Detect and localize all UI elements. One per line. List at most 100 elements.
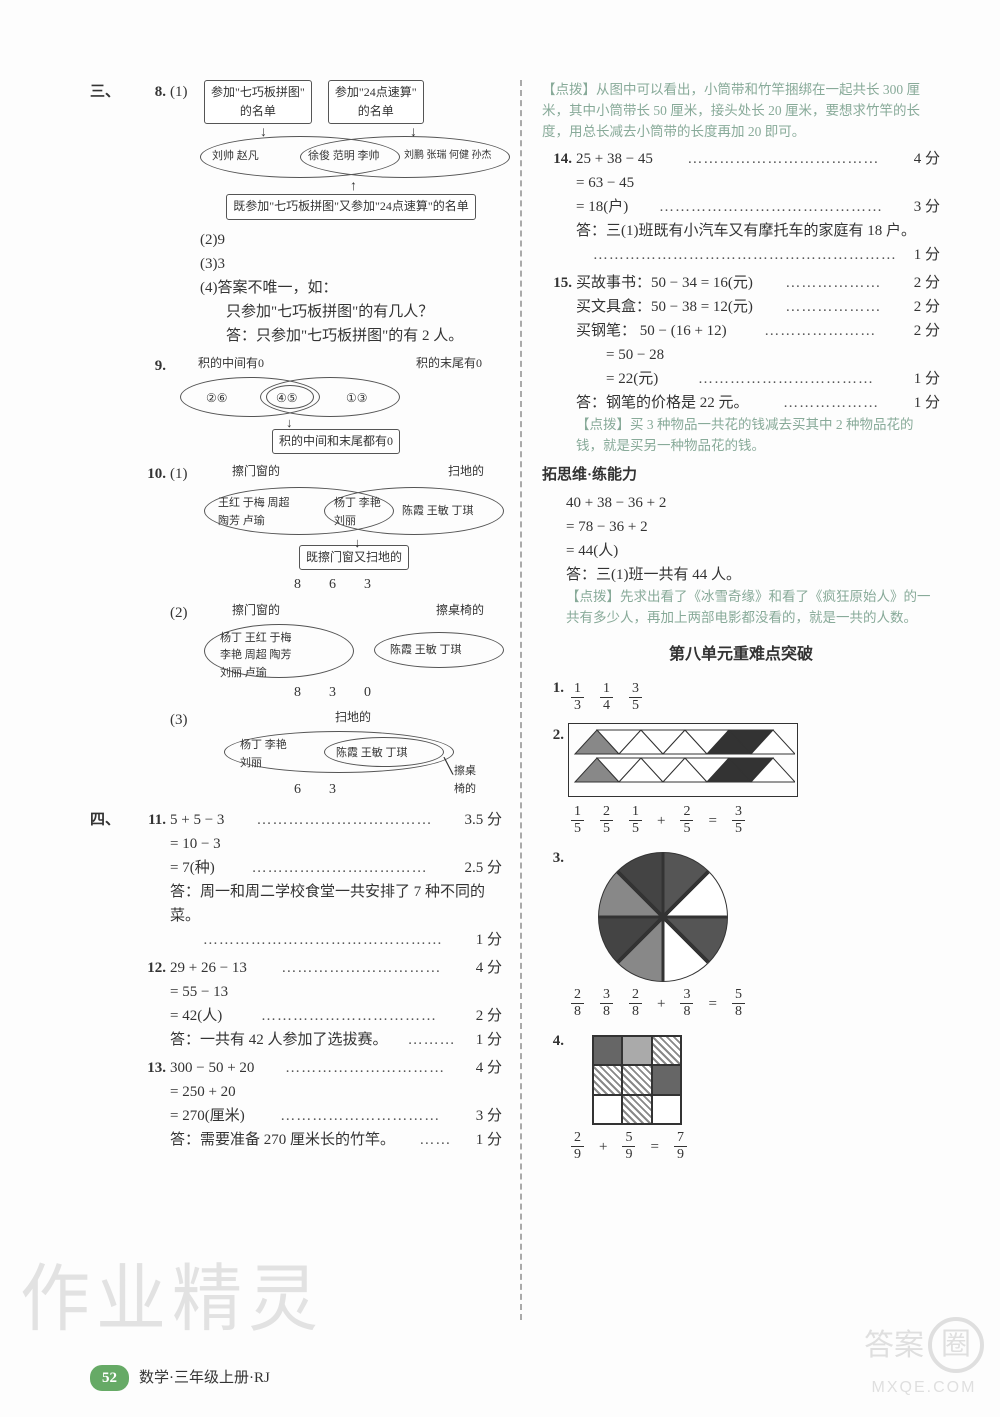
section-4: 四、: [90, 808, 134, 832]
q12-l2: = 55 − 13: [170, 980, 502, 1004]
q12-s1: 4 分: [476, 956, 502, 980]
q15-s6: 1 分: [914, 391, 940, 415]
q8-venn: 刘帅 赵凡 徐俊 范明 李帅 刘鹏 张瑞 何健 孙杰 ↓ ↓ ↑ 既参加"七巧板…: [200, 130, 502, 219]
u8-q1-num: 1.: [542, 676, 564, 700]
q13-l2: = 250 + 20: [170, 1080, 502, 1104]
q12-l1: 29 + 26 − 13: [170, 956, 247, 980]
q14-ans: 答：三(1)班既有小汽车又有摩托车的家庭有 18 户。: [576, 219, 940, 243]
q10-num: 10.: [134, 462, 166, 486]
q11-l2: = 10 − 3: [170, 832, 502, 856]
q10-1-right: 陈霞 王敏 丁琪: [402, 503, 474, 521]
q10-3: (3) 扫地的 杨丁 李艳 刘丽 陈霞 王敏 丁琪 擦桌椅的 ╲ 6 3: [90, 708, 502, 802]
u8-q3: 3. 28 38 28 + 38 = 58: [542, 846, 940, 1025]
q14-s3: 3 分: [914, 195, 940, 219]
q11-l1: 5 + 5 − 3: [170, 808, 224, 832]
page-footer: 52 数学·三年级上册·RJ: [90, 1365, 270, 1391]
watermark-right: 答案 圈 MXQE.COM: [864, 1317, 984, 1401]
ext-title: 拓思维·练能力: [542, 463, 940, 487]
q12-l3: = 42(人): [170, 1004, 222, 1028]
q10-1-left: 王红 于梅 周超 陶芳 卢瑜: [218, 495, 290, 530]
unit8-title: 第八单元重难点突破: [542, 642, 940, 668]
q15-l4: = 50 − 28: [576, 343, 940, 367]
q11-ans: 答：周一和周二学校食堂一共安排了 7 种不同的菜。: [170, 880, 502, 928]
q14-num: 14.: [542, 147, 572, 171]
q10-3-right: 陈霞 王敏 丁琪: [336, 745, 408, 763]
q8-topbox-right: 参加"24点速算" 的名单: [328, 80, 424, 124]
q15-s5: 1 分: [914, 367, 940, 391]
q8-venn-right: 刘鹏 张瑞 何健 孙杰: [404, 148, 492, 164]
triangles-svg: [573, 728, 795, 784]
q13-s1: 4 分: [476, 1056, 502, 1080]
q15-ans: 答：钢笔的价格是 22 元。: [576, 391, 749, 415]
q11-l3: = 7(种): [170, 856, 215, 880]
q12-s3: 2 分: [476, 1004, 502, 1028]
q15-l5: = 22(元): [576, 367, 658, 391]
q11-num: 11.: [134, 808, 166, 832]
q10-1-nums: 8 6 3: [294, 574, 504, 596]
q11-s4: 1 分: [476, 928, 502, 952]
q9-right: ①③: [346, 389, 368, 408]
q12-num: 12.: [134, 956, 166, 980]
ext-l2: = 78 − 36 + 2: [566, 515, 940, 539]
q12-ans: 答：一共有 42 人参加了选拔赛。: [170, 1028, 388, 1052]
q14: 14. 25 + 38 − 45………………………………4 分 = 63 − 4…: [542, 147, 940, 267]
ext-hint: 【点拨】先求出看了《冰雪奇缘》和看了《疯狂原始人》的一共有多少人，再加上两部电影…: [566, 587, 940, 629]
q10-2: (2) 擦门窗的 擦桌椅的 杨丁 王红 于梅 李艳 周超 陶芳 刘丽 卢瑜 陈霞…: [90, 601, 502, 705]
ext-ans: 答：三(1)班一共有 44 人。: [566, 563, 940, 587]
q15-s3: 2 分: [914, 319, 940, 343]
q14-s1: 4 分: [914, 147, 940, 171]
q8-sub4c: 答：只参加"七巧板拼图"的有 2 人。: [226, 324, 502, 348]
q9-left: ②⑥: [206, 389, 228, 408]
q15-hint: 【点拨】买 3 种物品一共花的钱减去买其中 2 种物品花的钱，就是买另一种物品花…: [576, 415, 940, 457]
hint-13: 【点拨】从图中可以看出，小筒带和竹竿捆绑在一起共长 300 厘米，其中小筒带长 …: [542, 80, 940, 143]
q15-l1: 买故事书：50 − 34 = 16(元): [576, 271, 753, 295]
q11: 四、 11. 5 + 5 − 3……………………………3.5 分 = 10 − …: [90, 808, 502, 952]
q14-l2: = 63 − 45: [576, 171, 940, 195]
q13: 13. 300 − 50 + 20…………………………4 分 = 250 + 2…: [90, 1056, 502, 1152]
pie-chart: [598, 852, 728, 982]
q12-s4: 1 分: [476, 1028, 502, 1052]
triangle-strip: [568, 723, 798, 797]
section-3: 三、: [90, 80, 134, 104]
q10-3-top: 扫地的: [204, 708, 502, 727]
q8-sub3: (3)3: [200, 252, 502, 276]
q8-sub2: (2)9: [200, 228, 502, 252]
u8-q1: 1. 13 14 35: [542, 676, 940, 719]
left-column: 三、 8. (1) 参加"七巧板拼图" 的名单 参加"24点速算" 的名单 刘帅…: [90, 80, 520, 1320]
page-number-badge: 52: [90, 1365, 129, 1391]
q14-l3: = 18(户): [576, 195, 628, 219]
q15-s1: 2 分: [914, 271, 940, 295]
q10-2-ll: 擦门窗的: [232, 601, 280, 620]
u8-q4: 4. 29 + 59 = 79: [542, 1029, 940, 1168]
footer-text: 数学·三年级上册·RJ: [139, 1366, 270, 1390]
u8-q2: 2.: [542, 723, 940, 842]
q8-topbox-left: 参加"七巧板拼图" 的名单: [204, 80, 312, 124]
q8-venn-left: 刘帅 赵凡: [212, 148, 259, 166]
q10-sub3: (3): [170, 708, 204, 732]
q8-sub1: (1): [170, 80, 204, 104]
q8-sub4a: (4)答案不唯一，如：: [200, 276, 502, 300]
q10-2-lr: 擦桌椅的: [436, 601, 484, 620]
q14-l1: 25 + 38 − 45: [576, 147, 653, 171]
q9-label-r: 积的末尾有0: [416, 354, 482, 373]
q13-l3: = 270(厘米): [170, 1104, 245, 1128]
right-column: 【点拨】从图中可以看出，小筒带和竹竿捆绑在一起共长 300 厘米，其中小筒带长 …: [520, 80, 940, 1320]
q10-1-mid: 杨丁 李艳 刘丽: [334, 495, 381, 530]
q13-l1: 300 − 50 + 20: [170, 1056, 254, 1080]
q10: 10. (1) 擦门窗的 扫地的 王红 于梅 周超 陶芳 卢瑜 杨丁 李艳 刘丽…: [90, 462, 502, 597]
q10-3-left: 杨丁 李艳 刘丽: [240, 737, 287, 772]
ext-l1: 40 + 38 − 36 + 2: [566, 491, 940, 515]
q9-num: 9.: [134, 354, 166, 378]
q12: 12. 29 + 26 − 13…………………………4 分 = 55 − 13 …: [90, 956, 502, 1052]
q13-s4: 1 分: [476, 1128, 502, 1152]
q10-1-lr: 扫地的: [448, 462, 484, 481]
q9-mid: ④⑤: [276, 389, 298, 408]
q8-venn-mid: 徐俊 范明 李帅: [308, 148, 380, 166]
u8-q2-num: 2.: [542, 723, 564, 747]
u8-q4-num: 4.: [542, 1029, 564, 1053]
q10-2-right: 陈霞 王敏 丁琪: [390, 642, 462, 660]
q9-label-l: 积的中间有0: [198, 354, 264, 373]
q10-3-side: 擦桌椅的: [454, 763, 484, 798]
q10-2-left: 杨丁 王红 于梅 李艳 周超 陶芳 刘丽 卢瑜: [220, 630, 292, 683]
q9: 9. 积的中间有0 积的末尾有0 ②⑥ ④⑤ ①③ ↓ 积的中间和末尾都有0: [90, 354, 502, 454]
